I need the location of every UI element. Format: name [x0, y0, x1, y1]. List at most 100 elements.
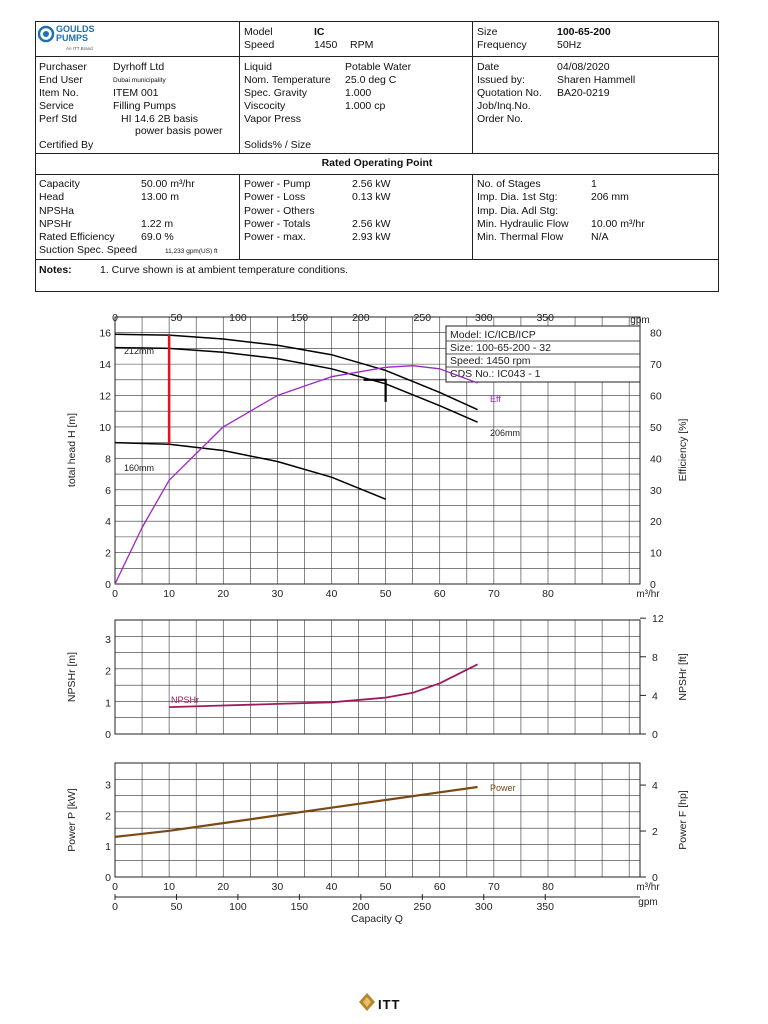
- plot-frame: [114, 762, 641, 878]
- head-tick-label: 6: [105, 485, 111, 497]
- gpm-tick-label: 300: [475, 901, 493, 913]
- head-tick-label: 10: [99, 422, 111, 434]
- flow-tick-label: 30: [272, 881, 284, 893]
- rated-value: 2.56 kW: [352, 218, 391, 230]
- gpm-tick-label: 200: [352, 901, 370, 913]
- logo-line2: PUMPS: [56, 33, 88, 43]
- rated-value: 13.00 m: [141, 191, 179, 203]
- flow-tick-label: 70: [488, 881, 500, 893]
- rated-label: Head: [39, 191, 65, 203]
- info-value: HI 14.6 2B basis: [121, 113, 199, 125]
- info-label: Liquid: [244, 61, 273, 73]
- flow-tick-label: 50: [380, 588, 392, 600]
- series-line-160mm: [114, 441, 386, 500]
- info-value: 25.0 deg C: [345, 74, 397, 86]
- info-label: Issued by:: [477, 74, 525, 86]
- rated-value: N/A: [591, 231, 609, 243]
- rated-value: 206 mm: [591, 191, 629, 203]
- gpm-tick-label: 300: [475, 312, 493, 324]
- power-series-label: Power: [490, 783, 516, 793]
- rated-label: Power - Totals: [244, 218, 311, 230]
- npshr-axis-title: NPSHr [m]: [66, 652, 78, 702]
- gpm-tick-label: 0: [112, 312, 118, 324]
- npshr-m-tick-label: 2: [105, 666, 111, 678]
- plot-frame: [114, 619, 641, 735]
- rated-label: Min. Thermal Flow: [477, 231, 564, 243]
- gpm-tick-label: 100: [229, 901, 247, 913]
- efficiency-tick-label: 20: [650, 516, 662, 528]
- head-tick-label: 16: [99, 328, 111, 340]
- info-label: Job/Inq.No.: [477, 100, 531, 112]
- head-tick-label: 14: [99, 359, 111, 371]
- power-kw-tick-label: 3: [105, 780, 111, 792]
- gpm-axis-label: gpm: [630, 315, 649, 326]
- npshr-m-tick-label: 0: [105, 729, 111, 741]
- certified-label: Certified By: [39, 139, 94, 151]
- rated-value: 50.00 m³/hr: [141, 178, 195, 190]
- gpm-tick-label: 200: [352, 312, 370, 324]
- npshr-m-tick-label: 3: [105, 634, 111, 646]
- flow-tick-label: 60: [434, 881, 446, 893]
- npshr-ft-tick-label: 8: [652, 652, 658, 664]
- rated-label: Imp. Dia. 1st Stg:: [477, 191, 558, 203]
- flow-tick-label: 0: [112, 881, 118, 893]
- gpm-tick-label: 350: [536, 312, 554, 324]
- impeller-212mm-label: 212mm: [124, 346, 154, 356]
- info-label: Spec. Gravity: [244, 87, 308, 99]
- speed-label: Speed: [244, 39, 275, 51]
- head-tick-label: 0: [105, 579, 111, 591]
- info-label: Service: [39, 100, 75, 112]
- notes-text: 1. Curve shown is at ambient temperature…: [100, 264, 349, 276]
- power-hp-axis-title: Power F [hp]: [677, 790, 689, 850]
- gpm-tick-label: 150: [291, 901, 309, 913]
- size-label: Size: [477, 26, 498, 38]
- power-hp-tick-label: 2: [652, 826, 658, 838]
- flow-axis-label: m³/hr: [636, 882, 660, 893]
- series-line-eff: [114, 365, 478, 585]
- rated-label: Power - Loss: [244, 191, 306, 203]
- size-value: 100-65-200: [557, 26, 611, 38]
- flow-tick-label: 70: [488, 588, 500, 600]
- rated-value: 2.56 kW: [352, 178, 391, 190]
- suction-value: 11,233 gpm(US) ft: [165, 248, 218, 255]
- series-line-212mm: [114, 333, 478, 411]
- npshr-m-tick-label: 1: [105, 697, 111, 709]
- gpm-tick-label: 0: [112, 901, 118, 913]
- info-value: 1.000 cp: [345, 100, 386, 112]
- flow-tick-label: 20: [217, 588, 229, 600]
- rated-label: Rated Efficiency: [39, 231, 115, 243]
- info-label: Vapor Press: [244, 113, 301, 125]
- rated-label: Power - Pump: [244, 178, 311, 190]
- flow-tick-label: 60: [434, 588, 446, 600]
- model-value: IC: [314, 26, 325, 38]
- info-box-line: Model: IC/ICB/ICP: [450, 329, 536, 341]
- power-hp-tick-label: 4: [652, 780, 658, 792]
- power-kw-tick-label: 0: [105, 872, 111, 884]
- rated-value: 69.0 %: [141, 231, 174, 243]
- info-value: Dyrhoff Ltd: [113, 61, 165, 73]
- head-axis-title: total head H [m]: [66, 413, 78, 487]
- info-label: Quotation No.: [477, 87, 542, 99]
- efficiency-tick-label: 10: [650, 548, 662, 560]
- flow-axis-label: m³/hr: [636, 589, 660, 600]
- flow-tick-label: 20: [217, 881, 229, 893]
- info-value: Filling Pumps: [113, 100, 177, 112]
- info-label: End User: [39, 74, 83, 86]
- flow-tick-label: 10: [163, 588, 175, 600]
- info-value: 04/08/2020: [557, 61, 610, 73]
- model-label: Model: [244, 26, 273, 38]
- rated-label: Power - Others: [244, 205, 315, 217]
- logo-tagline: An ITT Brand: [66, 46, 93, 51]
- npshr-series-label: NPSHr: [171, 695, 199, 705]
- itt-emblem-icon: [359, 993, 375, 1011]
- plot-frame: [114, 316, 641, 585]
- info-box-line: CDS No.: IC043 - 1: [450, 368, 541, 380]
- info-value: BA20-0219: [557, 87, 610, 99]
- rated-value: 10.00 m³/hr: [591, 218, 645, 230]
- npshr-ft-tick-label: 4: [652, 690, 658, 702]
- gpm-tick-label: 100: [229, 312, 247, 324]
- flow-tick-label: 50: [380, 881, 392, 893]
- npshr-ft-tick-label: 12: [652, 613, 664, 625]
- info-label: Date: [477, 61, 500, 73]
